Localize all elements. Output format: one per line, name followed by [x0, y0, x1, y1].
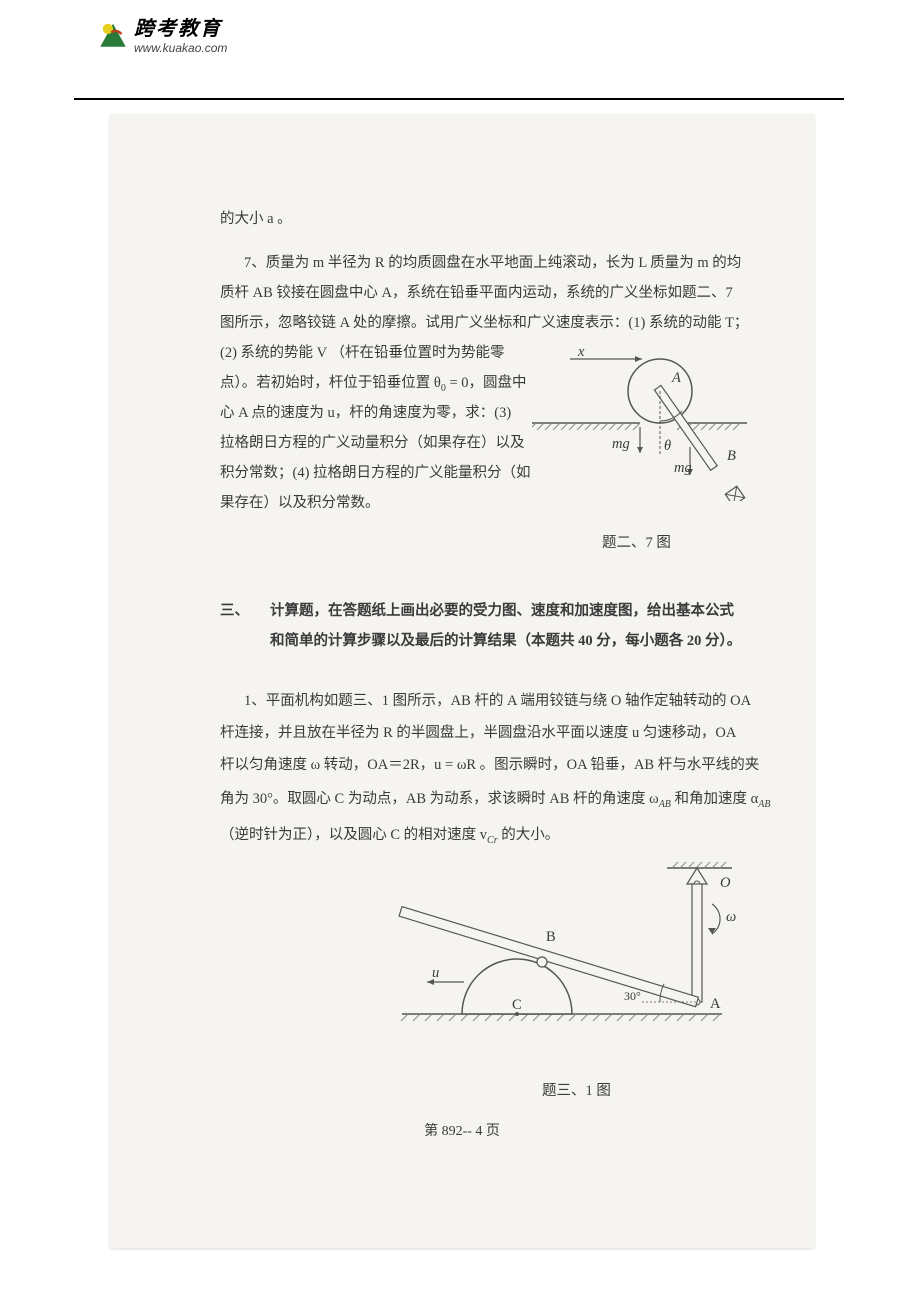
logo-url: www.kuakao.com	[134, 41, 227, 55]
text-line: 积分常数；(4) 拉格朗日方程的广义能量积分（如	[220, 466, 531, 481]
text-line: 杆以匀角速度 ω 转动，OA＝2R，u = ωR 。图示瞬时，OA 铅垂，AB …	[220, 758, 759, 773]
section-title-2: 和简单的计算步骤以及最后的计算结果（本题共 40 分，每小题各 20 分）。	[270, 634, 741, 649]
label-u: u	[432, 966, 439, 981]
text-line: 1、平面机构如题三、1 图所示，AB 杆的 A 端用铰链与绕 O 轴作定轴转动的…	[244, 694, 751, 709]
section-num: 三、	[220, 604, 249, 619]
label-angle: 30°	[624, 990, 641, 1002]
label-theta: θ	[664, 439, 671, 454]
label-B: B	[546, 930, 556, 945]
page-number: 第 892-- 4 页	[110, 1120, 814, 1140]
text-line: 角为 30°。取圆心 C 为动点，AB 为动系，求该瞬时 AB 杆的角速度 ωA…	[220, 792, 770, 810]
text-fragment: 的大小 a 。	[220, 212, 292, 227]
label-mg2: mg	[674, 461, 692, 476]
section-title: 计算题，在答题纸上画出必要的受力图、速度和加速度图，给出基本公式	[270, 604, 734, 619]
label-C: C	[512, 998, 522, 1013]
text-line: 拉格朗日方程的广义动量积分（如果存在）以及	[220, 436, 525, 451]
text-line: 图所示，忽略铰链 A 处的摩擦。试用广义坐标和广义速度表示：(1) 系统的动能 …	[220, 316, 748, 331]
label-A: A	[710, 997, 720, 1012]
figure-3-1: O ω B u C 30° A	[382, 862, 752, 1042]
figure-caption: 题二、7 图	[602, 536, 671, 551]
text-line: 杆连接，并且放在半径为 R 的半圆盘上，半圆盘沿水平面以速度 u 匀速移动，OA	[220, 726, 736, 741]
figure-caption: 题三、1 图	[542, 1084, 611, 1099]
text-line: （逆时针为正），以及圆心 C 的相对速度 vCr 的大小。	[220, 828, 559, 846]
label-x: x	[578, 345, 584, 360]
scanned-page: 的大小 a 。 7、质量为 m 半径为 R 的均质圆盘在水平地面上纯滚动，长为 …	[110, 114, 814, 1248]
label-A: A	[672, 371, 681, 386]
label-B: B	[727, 449, 736, 464]
text-line: 7、质量为 m 半径为 R 的均质圆盘在水平地面上纯滚动，长为 L 质量为 m …	[244, 256, 741, 271]
text-line: (2) 系统的势能 V （杆在铅垂位置时为势能零	[220, 346, 505, 361]
label-O: O	[720, 876, 730, 891]
logo-cn: 跨考教育	[134, 12, 227, 41]
figure-2-7: x A mg θ mg B	[532, 341, 747, 501]
logo: 跨考教育 www.kuakao.com	[96, 12, 227, 55]
label-mg1: mg	[612, 437, 630, 452]
header-divider	[74, 98, 844, 100]
text-line: 质杆 AB 铰接在圆盘中心 A，系统在铅垂平面内运动，系统的广义坐标如题二、7	[220, 286, 733, 301]
text-line: 果存在）以及积分常数。	[220, 496, 380, 511]
logo-icon	[96, 17, 130, 51]
text-line: 心 A 点的速度为 u，杆的角速度为零，求：(3)	[220, 406, 511, 421]
text-line: 点）。若初始时，杆位于铅垂位置 θ0 = 0，圆盘中	[220, 376, 527, 394]
label-omega: ω	[726, 910, 736, 925]
